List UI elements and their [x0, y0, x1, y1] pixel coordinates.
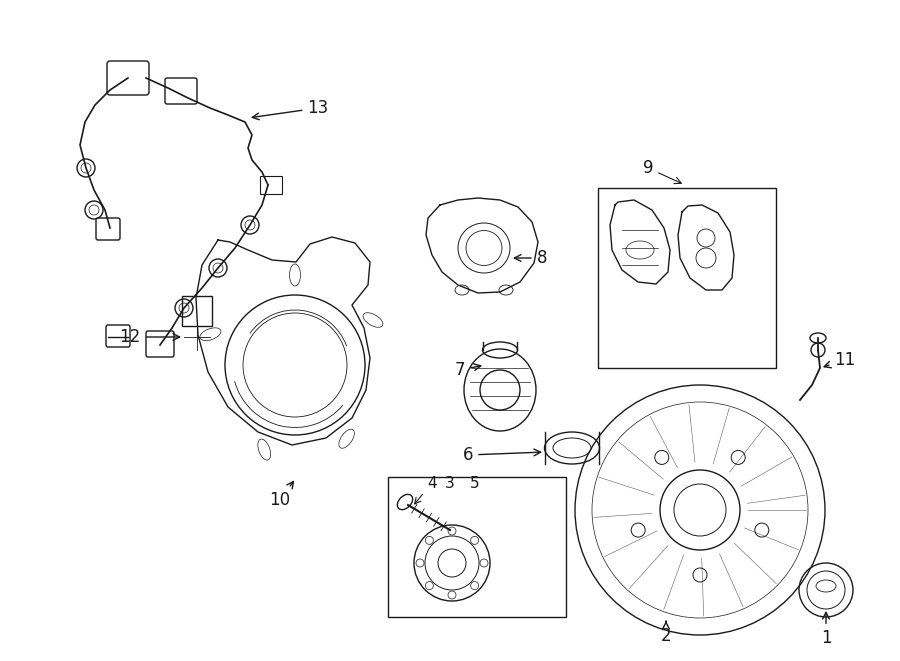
Text: 3: 3: [446, 475, 454, 490]
Text: 1: 1: [821, 612, 832, 647]
Text: 7: 7: [454, 361, 481, 379]
Text: 10: 10: [269, 481, 293, 509]
Bar: [388, 477, 566, 617]
Text: 13: 13: [252, 99, 328, 120]
Text: 8: 8: [514, 249, 547, 267]
Text: 4: 4: [415, 475, 436, 504]
Text: 2: 2: [661, 621, 671, 645]
Text: 5: 5: [470, 475, 480, 490]
Bar: [598, 188, 776, 368]
Text: 9: 9: [643, 159, 681, 184]
Text: 11: 11: [824, 351, 856, 369]
Text: 12: 12: [120, 328, 180, 346]
Text: 6: 6: [463, 446, 541, 464]
